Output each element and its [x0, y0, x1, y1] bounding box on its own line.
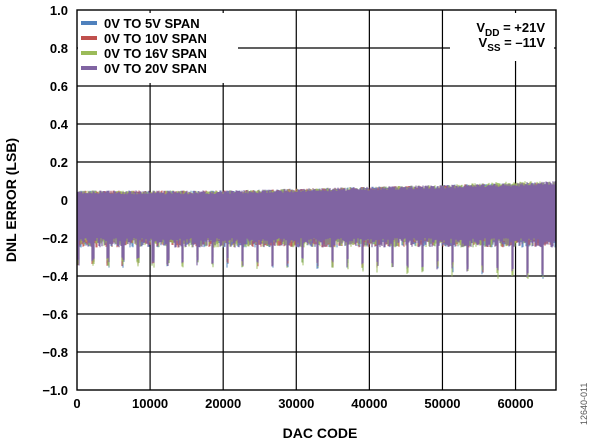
y-tick-label: 1.0 [50, 3, 68, 18]
plot-border [76, 9, 557, 391]
y-tick-label: 0.6 [50, 79, 68, 94]
x-tick-label: 50000 [424, 396, 460, 411]
y-tick-label: −0.8 [42, 345, 68, 360]
x-tick-label: 0 [73, 396, 80, 411]
y-tick-label: 0.2 [50, 155, 68, 170]
plot-frame [76, 9, 557, 391]
data-layer [77, 181, 556, 279]
annotation-background [450, 13, 554, 61]
y-tick-label: −0.2 [42, 231, 68, 246]
y-axis-title: DNL ERROR (LSB) [3, 138, 19, 262]
legend-label: 0V TO 20V SPAN [104, 61, 207, 76]
y-tick-label: −1.0 [42, 383, 68, 398]
y-tick-label: 0.8 [50, 41, 68, 56]
y-tick-label: −0.4 [42, 269, 68, 284]
legend-label: 0V TO 5V SPAN [104, 16, 200, 31]
legend-background [78, 13, 238, 83]
y-tick-label: 0 [61, 193, 68, 208]
x-axis-title: DAC CODE [283, 425, 358, 441]
y-tick-label: −0.6 [42, 307, 68, 322]
annotation-line: VDD = +21V [476, 20, 545, 39]
figure-id: 12640-011 [579, 383, 589, 425]
x-tick-label: 20000 [205, 396, 241, 411]
x-tick-label: 30000 [278, 396, 314, 411]
legend-label: 0V TO 16V SPAN [104, 46, 207, 61]
series-trace [77, 181, 556, 277]
x-tick-labels: 0 10000 20000 30000 40000 50000 60000 [73, 396, 533, 411]
y-tick-labels: 1.0 0.8 0.6 0.4 0.2 0 −0.2 −0.4 −0.6 −0.8 −1.0 [42, 3, 68, 398]
y-tick-label: 0.4 [50, 117, 69, 132]
series-path [77, 181, 556, 277]
x-tick-label: 60000 [497, 396, 533, 411]
x-tick-label: 40000 [351, 396, 387, 411]
legend-label: 0V TO 10V SPAN [104, 31, 207, 46]
annotation-line: VSS = –11V [479, 35, 546, 54]
x-tick-label: 10000 [132, 396, 168, 411]
